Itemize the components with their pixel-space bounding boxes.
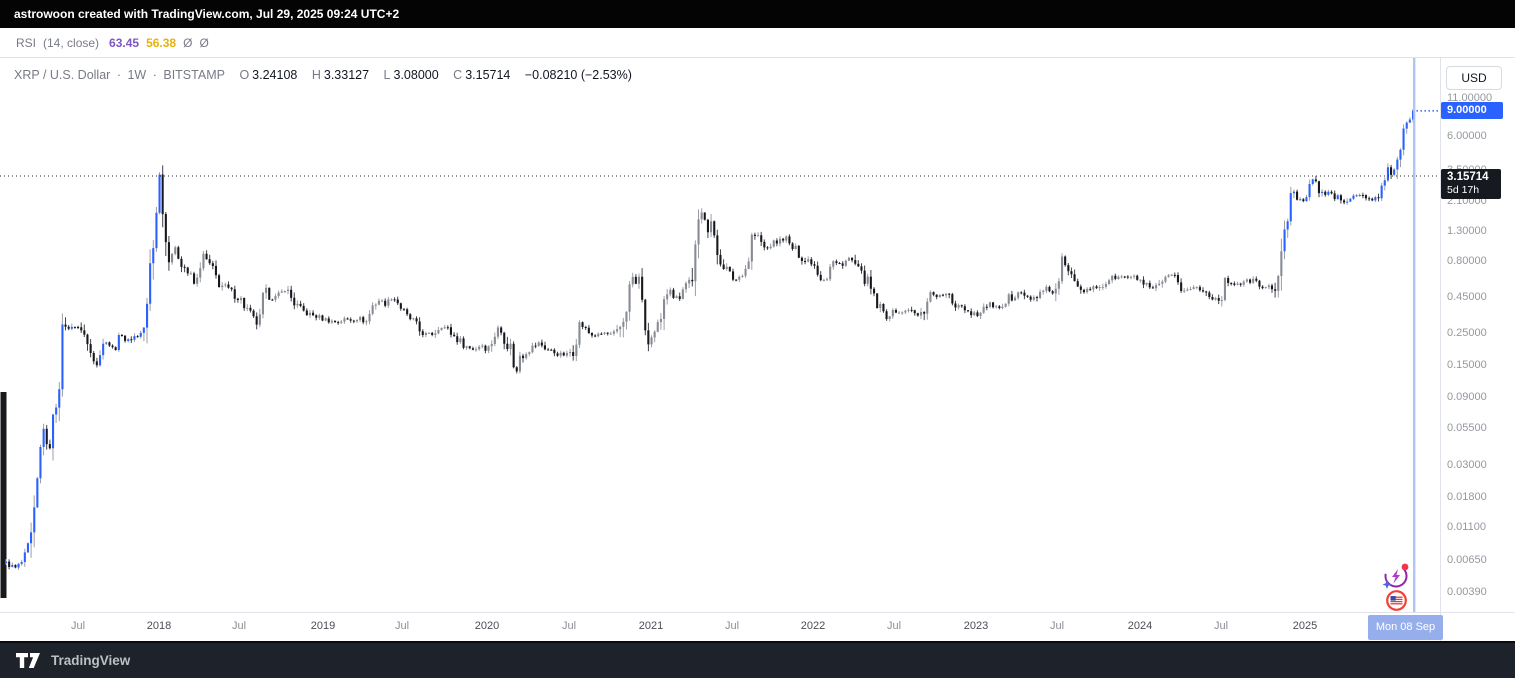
price-axis-label: 0.15000 bbox=[1447, 359, 1487, 371]
time-axis-label: 2024 bbox=[1127, 620, 1153, 632]
high-value: 3.33127 bbox=[323, 68, 370, 82]
time-axis-label: Jul bbox=[1049, 620, 1065, 632]
rsi-empty-value-2: Ø bbox=[199, 35, 209, 50]
price-axis[interactable]: USD 11.000006.000003.500002.100001.30000… bbox=[1440, 58, 1515, 612]
attribution-text: astrowoon created with TradingView.com, … bbox=[14, 7, 400, 21]
price-axis-label: 11.00000 bbox=[1447, 92, 1493, 104]
symbol-header: XRP / U.S. Dollar · 1W · BITSTAMP O 3.241… bbox=[14, 68, 635, 82]
price-axis-label: 0.03000 bbox=[1447, 459, 1487, 471]
time-axis-label: Jul bbox=[231, 620, 247, 632]
price-axis-label: 0.01800 bbox=[1447, 491, 1487, 503]
time-axis-label: 2021 bbox=[638, 620, 664, 632]
separator-dot: · bbox=[152, 68, 157, 82]
footer-brand-link[interactable]: TradingView bbox=[51, 653, 131, 668]
time-axis-label: 2022 bbox=[800, 620, 826, 632]
event-marker-us-flag[interactable] bbox=[1385, 589, 1408, 612]
time-axis-label: 2025 bbox=[1292, 620, 1318, 632]
bar-close-countdown: 5d 17h bbox=[1447, 184, 1480, 196]
price-axis-label: 0.01100 bbox=[1447, 521, 1486, 533]
current-price-badge: 3.15714 5d 17h bbox=[1441, 169, 1501, 199]
rsi-ma-value: 56.38 bbox=[146, 35, 177, 50]
price-axis-label: 0.00650 bbox=[1447, 554, 1487, 566]
crosshair-date-badge: Mon 08 Sep bbox=[1368, 615, 1443, 640]
close-value: 3.15714 bbox=[465, 68, 511, 82]
price-axis-label: 6.00000 bbox=[1447, 130, 1487, 142]
price-axis-divider bbox=[1440, 58, 1441, 641]
rsi-value: 63.45 bbox=[109, 35, 140, 50]
current-price-value: 3.15714 bbox=[1447, 171, 1489, 183]
time-axis-label: 2019 bbox=[310, 620, 336, 632]
time-axis-label: Jul bbox=[886, 620, 902, 632]
symbol-title: XRP / U.S. Dollar bbox=[14, 68, 111, 82]
time-axis-label: 2020 bbox=[474, 620, 500, 632]
change-value: −0.08210 (−2.53%) bbox=[524, 68, 632, 82]
lightning-refresh-icon bbox=[1382, 563, 1409, 589]
time-axis-label: 2023 bbox=[963, 620, 989, 632]
footer-bar: TradingView bbox=[0, 641, 1515, 678]
price-axis-label: 0.00390 bbox=[1447, 586, 1487, 598]
price-axis-label: 1.30000 bbox=[1447, 225, 1487, 237]
price-axis-label: 0.09000 bbox=[1447, 391, 1487, 403]
time-axis-label: 2018 bbox=[146, 620, 172, 632]
rsi-empty-value-1: Ø bbox=[183, 35, 193, 50]
time-axis-label: Jul bbox=[394, 620, 410, 632]
close-label: C bbox=[453, 68, 463, 82]
time-axis[interactable]: Jul 2018 Jul 2019 Jul 2020 Jul 2021 Jul 2022 Jul 20… bbox=[0, 612, 1515, 641]
tradingview-logo-icon[interactable] bbox=[16, 653, 42, 668]
price-axis-label: 0.45000 bbox=[1447, 291, 1487, 303]
exchange-label: BITSTAMP bbox=[163, 68, 225, 82]
rsi-pane-legend: RSI (14, close) 63.45 56.38 Ø Ø bbox=[0, 28, 1515, 58]
price-axis-label: 0.80000 bbox=[1447, 255, 1487, 267]
rsi-indicator-params: (14, close) bbox=[43, 35, 100, 50]
separator-dot: · bbox=[116, 68, 121, 82]
main-chart-pane[interactable]: XRP / U.S. Dollar · 1W · BITSTAMP O 3.241… bbox=[0, 58, 1440, 612]
chart-overlays bbox=[0, 58, 1440, 612]
us-flag-icon bbox=[1386, 590, 1407, 611]
open-label: O bbox=[239, 68, 250, 82]
time-axis-label: Jul bbox=[70, 620, 86, 632]
currency-usd-button[interactable]: USD bbox=[1446, 66, 1502, 90]
clipped-candle bbox=[0, 392, 7, 598]
time-axis-label: Jul bbox=[724, 620, 740, 632]
event-marker-flash[interactable] bbox=[1382, 562, 1410, 590]
low-label: L bbox=[383, 68, 391, 82]
interval-label: 1W bbox=[127, 68, 147, 82]
rsi-indicator-title: RSI bbox=[16, 35, 37, 50]
alert-price-badge[interactable]: 9.00000 bbox=[1441, 102, 1503, 119]
time-axis-label: Jul bbox=[561, 620, 577, 632]
high-label: H bbox=[311, 68, 321, 82]
time-axis-label: Jul bbox=[1213, 620, 1229, 632]
price-axis-label: 0.25000 bbox=[1447, 327, 1487, 339]
price-axis-label: 0.05500 bbox=[1447, 422, 1487, 434]
open-value: 3.24108 bbox=[252, 68, 298, 82]
candlestick-canvas[interactable] bbox=[0, 58, 1440, 612]
attribution-bar: astrowoon created with TradingView.com, … bbox=[0, 0, 1515, 28]
low-value: 3.08000 bbox=[393, 68, 439, 82]
